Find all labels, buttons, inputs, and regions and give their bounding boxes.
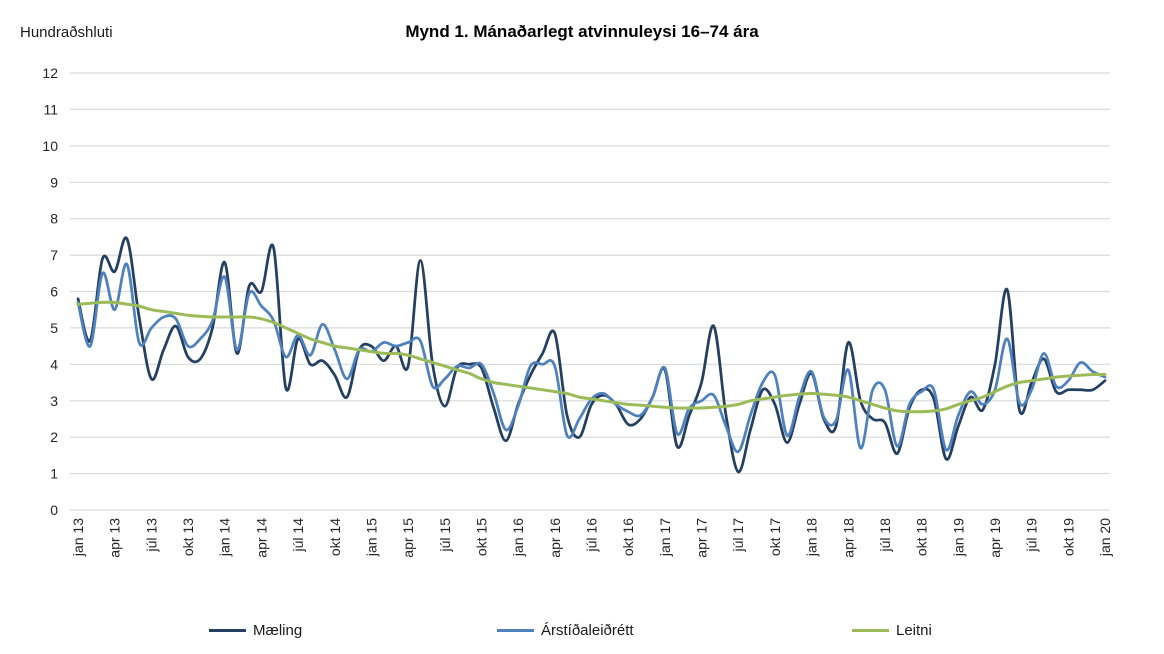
x-axis-tick-label: okt 17 xyxy=(767,518,783,556)
legend-label-leitni: Leitni xyxy=(896,622,932,639)
y-axis-tick-label: 4 xyxy=(50,356,58,372)
gridlines xyxy=(70,72,1110,511)
x-axis-tick-label: apr 16 xyxy=(547,518,563,558)
y-axis-tick-label: 11 xyxy=(43,101,58,117)
x-axis-tick-label: okt 14 xyxy=(327,518,343,556)
x-axis-tick-label: júl 16 xyxy=(584,518,600,553)
chart-title: Mynd 1. Mánaðarlegt atvinnuleysi 16–74 á… xyxy=(405,22,759,41)
series-line-leitni xyxy=(76,300,1107,414)
y-axis-tick-label: 10 xyxy=(42,138,58,154)
legend-label-maeling: Mæling xyxy=(253,622,303,639)
x-axis-tick-label: jan 18 xyxy=(804,518,820,557)
x-axis-tick-label: okt 19 xyxy=(1060,518,1076,556)
x-axis-tick-label: apr 15 xyxy=(400,518,416,558)
x-axis-tick-label: apr 19 xyxy=(987,518,1003,558)
x-axis-tick-label: júl 14 xyxy=(290,518,306,553)
y-axis-tick-label: 3 xyxy=(50,393,58,409)
x-axis-tick-label: jan 19 xyxy=(950,518,966,557)
x-axis-labels: jan 13 apr 13 júl 13 okt 13 jan 14 apr 14 júl … xyxy=(70,518,1113,558)
y-axis-tick-label: 0 xyxy=(50,502,58,518)
y-axis-tick-label: 9 xyxy=(50,174,58,190)
x-axis-tick-label: jan 15 xyxy=(363,518,379,557)
x-axis-tick-label: okt 15 xyxy=(474,518,490,556)
x-axis-tick-label: júl 15 xyxy=(437,518,453,553)
y-axis-tick-label: 1 xyxy=(50,466,58,482)
y-axis-tick-label: 2 xyxy=(50,429,58,445)
legend-item-arstidaleidrett: Árstíðaleiðrétt xyxy=(497,622,634,639)
y-axis-tick-label: 8 xyxy=(50,211,58,227)
legend-line-swatch-leitni xyxy=(852,629,889,632)
x-axis-tick-label: jan 16 xyxy=(510,518,526,557)
x-axis-tick-label: júl 13 xyxy=(143,518,159,553)
x-axis-tick-label: okt 16 xyxy=(620,518,636,556)
legend-line-swatch-maeling xyxy=(209,629,246,632)
x-axis-tick-label: apr 13 xyxy=(107,518,123,558)
x-axis-tick-label: okt 13 xyxy=(180,518,196,556)
legend-item-leitni: Leitni xyxy=(852,622,932,639)
x-axis-tick-label: júl 18 xyxy=(877,518,893,553)
x-axis-tick-label: jan 13 xyxy=(70,518,86,557)
legend-item-maeling: Mæling xyxy=(209,622,302,639)
series-line-maeling xyxy=(76,236,1107,474)
x-axis-tick-label: júl 17 xyxy=(730,518,746,553)
y-axis-tick-label: 6 xyxy=(50,284,58,300)
y-axis-unit-label: Hundraðshluti xyxy=(20,24,113,41)
x-axis-tick-label: jan 14 xyxy=(217,518,233,557)
y-axis-tick-label: 5 xyxy=(50,320,58,336)
x-axis-tick-label: apr 18 xyxy=(840,518,856,558)
legend-label-arstidaleidrett: Árstíðaleiðrétt xyxy=(541,622,634,639)
legend-line-swatch-arstidaleidrett xyxy=(497,629,534,632)
y-axis-tick-label: 7 xyxy=(50,247,58,263)
y-axis-tick-label: 12 xyxy=(42,65,58,81)
x-axis-tick-label: apr 14 xyxy=(253,518,269,558)
x-axis-tick-label: apr 17 xyxy=(694,518,710,558)
x-axis-tick-label: júl 19 xyxy=(1024,518,1040,553)
x-axis-tick-label: okt 18 xyxy=(914,518,930,556)
x-axis-tick-label: jan 20 xyxy=(1097,518,1113,557)
x-axis-tick-label: jan 17 xyxy=(657,518,673,557)
